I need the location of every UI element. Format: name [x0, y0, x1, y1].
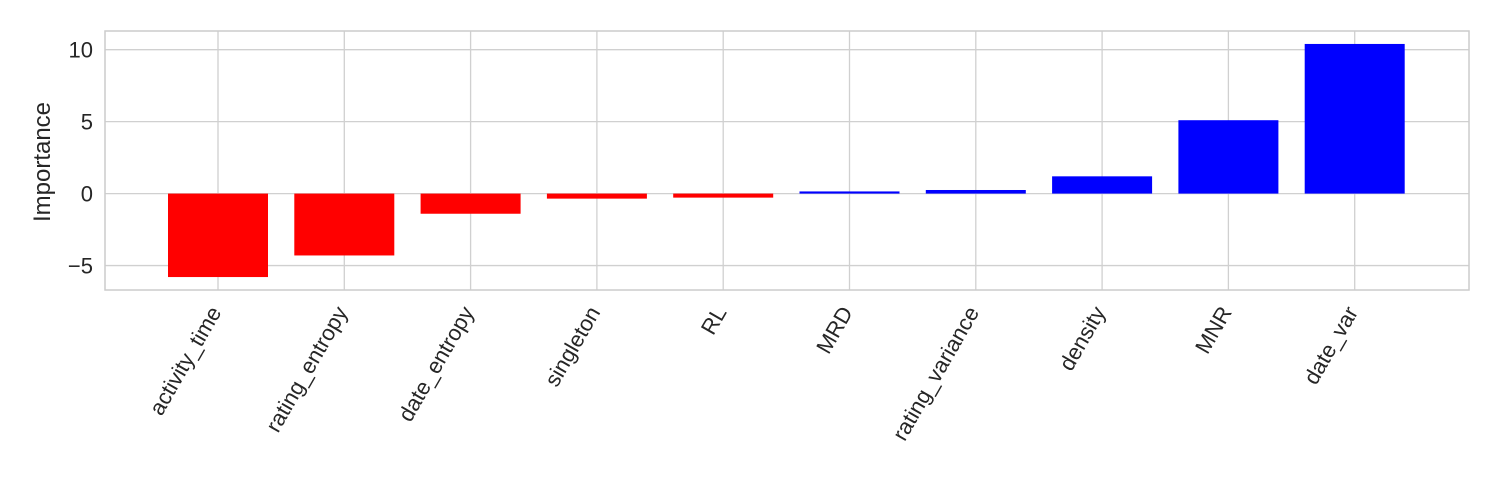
x-tick-label: singleton — [540, 302, 606, 391]
bar-mrd — [799, 191, 900, 194]
bar-date-entropy — [420, 193, 521, 214]
y-tick-label: 0 — [81, 182, 93, 207]
bar-activity-time — [168, 193, 268, 278]
bar-rating-entropy — [294, 193, 395, 256]
x-tick-label: date_entropy — [393, 302, 479, 426]
bar-density — [1052, 176, 1153, 194]
bar-rating-variance — [925, 189, 1026, 194]
bar-rl — [673, 193, 774, 198]
x-tick-label: MNR — [1190, 302, 1237, 358]
y-tick-label: −5 — [68, 254, 93, 279]
y-tick-label: 5 — [81, 110, 93, 135]
bar-date-var — [1304, 43, 1405, 194]
bars — [168, 43, 1405, 278]
x-tick-label: date_var — [1299, 302, 1363, 389]
x-tick-label: RL — [696, 302, 732, 339]
x-tick-labels: activity_time rating_entropy date_entropy s… — [144, 302, 1363, 445]
y-tick-labels: −5 0 5 10 — [68, 38, 93, 279]
plot-frame — [104, 30, 1470, 291]
x-tick-label: activity_time — [144, 302, 226, 419]
bar-mnr — [1178, 120, 1279, 194]
x-tick-label: rating_entropy — [261, 302, 353, 436]
x-tick-label: density — [1054, 302, 1111, 375]
y-axis-title: Importance — [29, 102, 56, 222]
bar-singleton — [546, 193, 647, 199]
x-tick-label: MRD — [811, 302, 858, 358]
x-tick-label: rating_variance — [887, 302, 984, 445]
y-tick-label: 10 — [69, 38, 93, 63]
